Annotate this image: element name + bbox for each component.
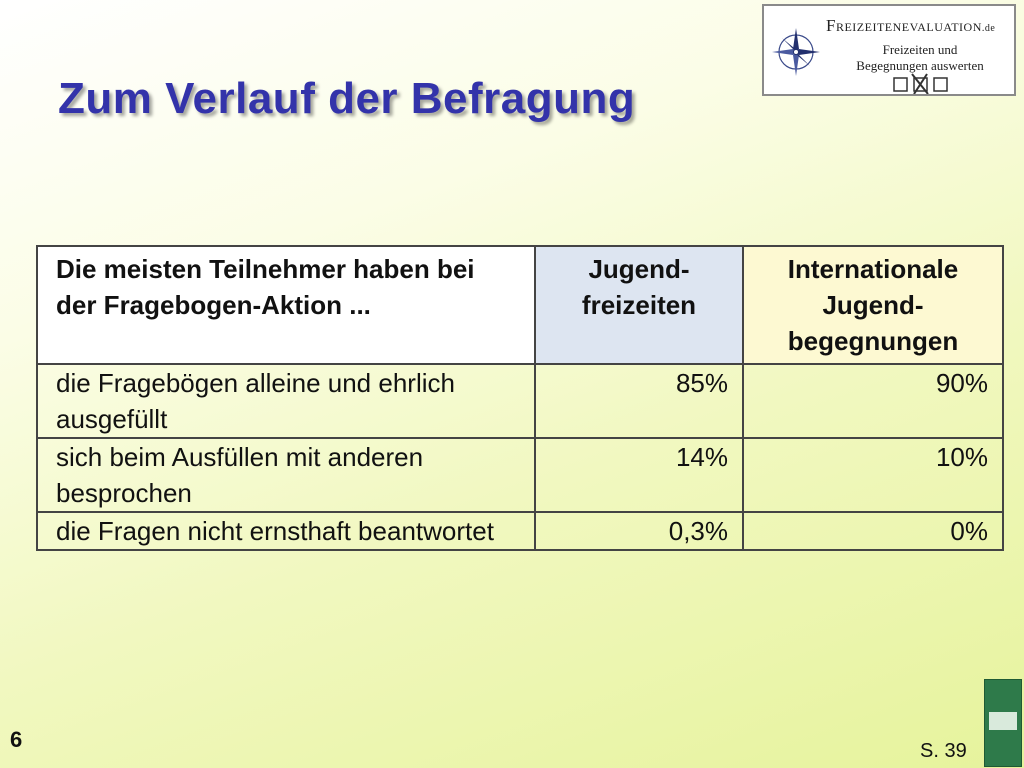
header-internationale-jugendbegegnungen: Internationale Jugend- begegnungen bbox=[742, 245, 1004, 365]
header-question: Die meisten Teilnehmer haben bei der Fra… bbox=[36, 245, 536, 365]
value-jugendfreizeiten: 85% bbox=[534, 363, 744, 439]
book-cover-icon bbox=[984, 679, 1022, 767]
header-jugendfreizeiten: Jugend- freizeiten bbox=[534, 245, 744, 365]
checkbox-icons bbox=[893, 73, 948, 94]
logo-tagline-1: Freizeiten und bbox=[882, 42, 958, 57]
table-row: die Fragen nicht ernsthaft beantwortet 0… bbox=[36, 511, 1004, 551]
value-internationale-jugendbegegnungen: 90% bbox=[742, 363, 1004, 439]
slide-number: 6 bbox=[10, 727, 23, 752]
logo-tagline-2: Begegnungen auswerten bbox=[856, 58, 984, 73]
table-row: die Fragebögen alleine und ehrlich ausge… bbox=[36, 363, 1004, 439]
freizeitenevaluation-logo: Freizeitenevaluation.de Freizeiten und B… bbox=[762, 4, 1016, 96]
value-internationale-jugendbegegnungen: 0% bbox=[742, 511, 1004, 551]
value-jugendfreizeiten: 0,3% bbox=[534, 511, 744, 551]
logo-brand: Freizeitenevaluation.de bbox=[826, 16, 996, 35]
value-internationale-jugendbegegnungen: 10% bbox=[742, 437, 1004, 513]
slide-title: Zum Verlauf der Befragung bbox=[58, 74, 636, 123]
page-reference: S. 39 bbox=[920, 740, 967, 762]
compass-rose-icon bbox=[772, 28, 820, 76]
row-label: sich beim Ausfüllen mit anderen besproch… bbox=[36, 437, 536, 513]
row-label: die Fragebögen alleine und ehrlich ausge… bbox=[36, 363, 536, 439]
table-header-row: Die meisten Teilnehmer haben bei der Fra… bbox=[36, 245, 1004, 365]
table-row: sich beim Ausfüllen mit anderen besproch… bbox=[36, 437, 1004, 513]
value-jugendfreizeiten: 14% bbox=[534, 437, 744, 513]
row-label: die Fragen nicht ernsthaft beantwortet bbox=[36, 511, 536, 551]
survey-results-table: Die meisten Teilnehmer haben bei der Fra… bbox=[36, 245, 1004, 551]
